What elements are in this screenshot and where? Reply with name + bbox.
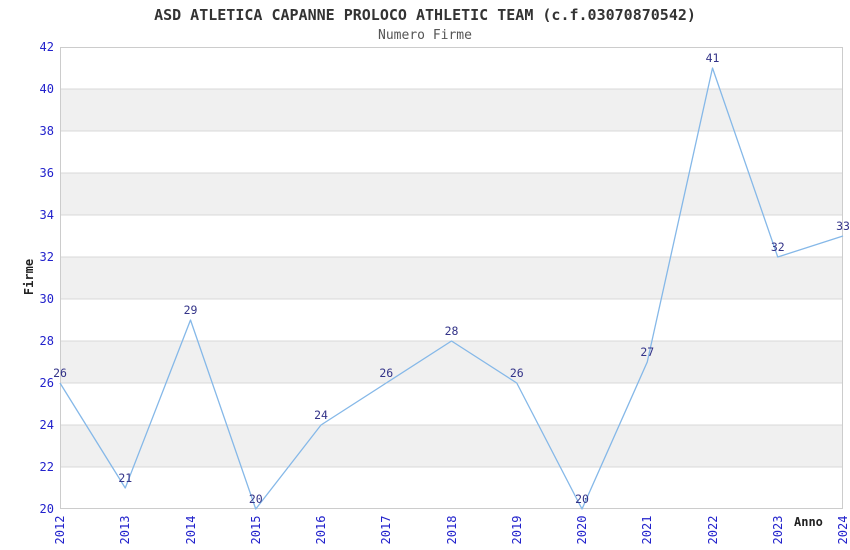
x-tick-label: 2020 (575, 515, 589, 545)
x-tick-label: 2014 (183, 515, 198, 545)
data-point-label: 33 (836, 219, 850, 233)
plot-band (60, 215, 843, 257)
plot-band (60, 257, 843, 299)
data-point-label: 29 (184, 303, 198, 317)
plot-band (60, 467, 843, 509)
plot-band (60, 425, 843, 467)
data-point-label: 41 (706, 51, 720, 65)
y-tick-label: 32 (39, 250, 54, 264)
data-point-label: 24 (314, 408, 328, 422)
y-tick-label: 34 (39, 208, 54, 222)
y-tick-label: 24 (39, 418, 54, 432)
x-tick-label: 2018 (444, 515, 459, 545)
series-line (59, 67, 844, 510)
y-tick-label: 42 (39, 40, 54, 54)
y-tick-label: 28 (39, 334, 54, 348)
data-point-label: 20 (249, 492, 263, 506)
plot-band (60, 341, 843, 383)
data-point-label: 21 (118, 471, 132, 485)
x-tick-label: 2013 (118, 515, 133, 545)
data-point-label: 28 (445, 324, 459, 338)
data-point-label: 20 (575, 492, 589, 506)
plot-band (60, 131, 843, 173)
plot-band (60, 173, 843, 215)
plot-band (60, 47, 843, 89)
x-tick-label: 2017 (379, 515, 394, 545)
data-point-label: 26 (53, 366, 67, 380)
y-tick-label: 38 (39, 124, 54, 138)
data-point-label: 27 (640, 345, 654, 359)
plot-area: 26 21 29 20 24 26 28 26 20 27 41 32 33 (53, 47, 850, 510)
x-tick-label: 2012 (53, 515, 67, 545)
plot-band (60, 383, 843, 425)
y-tick-label: 26 (39, 376, 54, 390)
x-axis-title: Anno (794, 515, 823, 529)
y-axis-title: Firme (22, 258, 36, 296)
plot-border (60, 47, 843, 509)
x-tick-label: 2023 (770, 515, 785, 545)
data-point-label: 26 (510, 366, 524, 380)
data-point-label: 32 (771, 240, 785, 254)
chart-subtitle: Numero Firme (378, 28, 472, 43)
x-tick-label: 2019 (509, 515, 524, 545)
x-tick-label: 2024 (836, 515, 850, 545)
y-tick-label: 20 (39, 502, 54, 516)
y-tick-label: 30 (39, 292, 54, 306)
data-point-label: 26 (379, 366, 393, 380)
x-tick-label: 2021 (640, 515, 655, 545)
y-tick-label: 40 (39, 82, 54, 96)
x-tick-label: 2022 (705, 515, 720, 545)
y-tick-label: 22 (39, 460, 54, 474)
x-tick-label: 2015 (248, 515, 263, 545)
x-tick-label: 2016 (314, 515, 328, 545)
chart-title: ASD ATLETICA CAPANNE PROLOCO ATHLETIC TE… (154, 6, 696, 24)
plot-band (60, 89, 843, 131)
y-tick-label: 36 (39, 166, 54, 180)
